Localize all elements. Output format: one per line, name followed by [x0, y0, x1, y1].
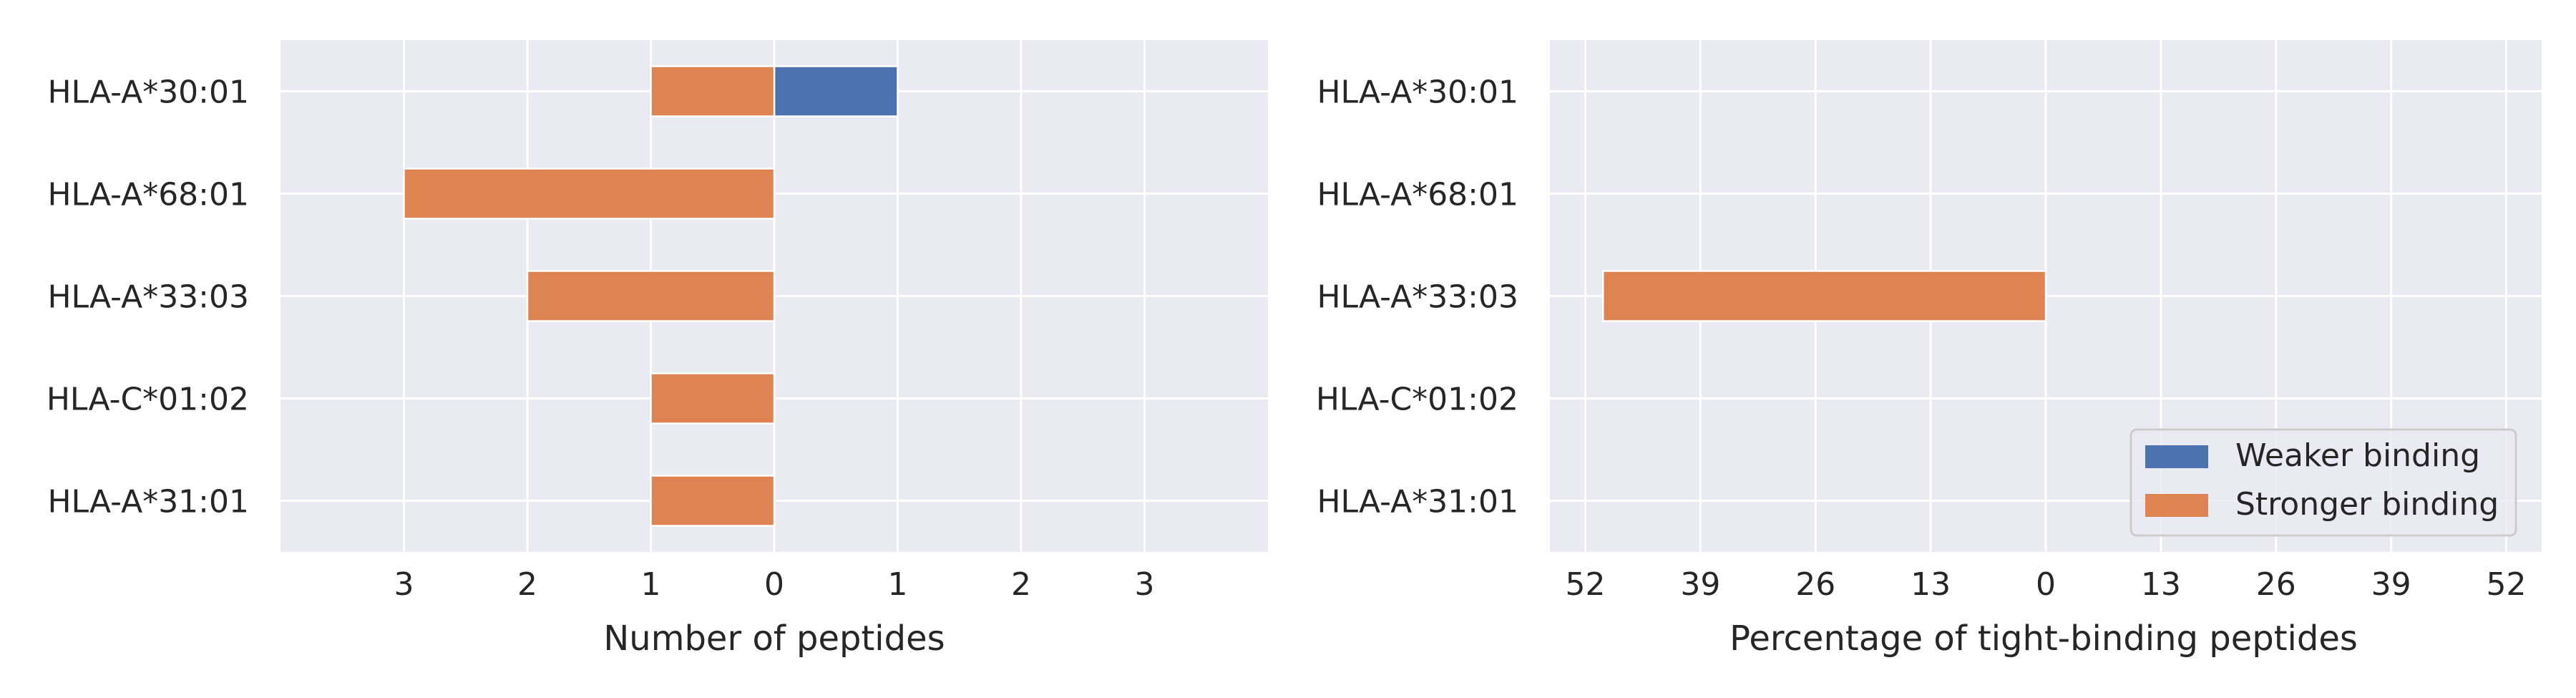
x-axis-label: Number of peptides	[603, 619, 945, 659]
x-axis-label: Percentage of tight-binding peptides	[1729, 619, 2358, 659]
y-tick-label: HLA-A*33:03	[47, 279, 249, 316]
x-tick-label: 3	[1135, 566, 1155, 603]
y-tick-label: HLA-A*68:01	[1317, 177, 1518, 213]
bar-stronger	[526, 270, 776, 322]
legend-swatch-stronger	[2145, 494, 2208, 517]
x-tick-label: 2	[517, 566, 537, 603]
y-tick-labels: HLA-A*30:01 HLA-A*68:01 HLA-A*33:03 HLA-C*0…	[47, 74, 249, 520]
y-tick-label: HLA-C*01:02	[1316, 382, 1518, 418]
y-tick-labels: HLA-A*30:01 HLA-A*68:01 HLA-A*33:03 HLA-C*0…	[1316, 74, 1518, 520]
y-tick-label: HLA-A*31:01	[1317, 484, 1518, 520]
y-tick-label: HLA-A*68:01	[47, 177, 249, 213]
x-tick-label: 26	[2256, 566, 2296, 603]
y-tick-label: HLA-A*33:03	[1317, 279, 1518, 316]
x-tick-label: 0	[764, 566, 784, 603]
legend-label-stronger: Stronger binding	[2235, 486, 2499, 523]
x-tick-label: 13	[1911, 566, 1951, 603]
x-tick-label: 39	[1680, 566, 1720, 603]
x-tick-label: 2	[1011, 566, 1031, 603]
bars	[403, 65, 899, 527]
x-tick-label: 13	[2141, 566, 2181, 603]
x-tick-labels: 3 2 1 0 1 2 3	[394, 566, 1155, 603]
bar-stronger	[1602, 270, 2047, 322]
bars	[1602, 270, 2047, 322]
x-tick-label: 39	[2371, 566, 2411, 603]
legend-label-weaker: Weaker binding	[2235, 437, 2480, 474]
legend-frame	[2129, 428, 2517, 537]
bar-stronger	[403, 168, 776, 220]
x-tick-label: 1	[641, 566, 661, 603]
bar-stronger	[650, 372, 776, 425]
x-tick-label: 26	[1795, 566, 1835, 603]
y-tick-label: HLA-A*31:01	[47, 484, 249, 520]
x-tick-label: 0	[2036, 566, 2056, 603]
x-tick-label: 3	[394, 566, 414, 603]
x-tick-label: 52	[2487, 566, 2527, 603]
chart-panel-tight-binding-percentage: HLA-A*30:01 HLA-A*68:01 HLA-A*33:03 HLA-C*0…	[1316, 40, 2542, 659]
chart-panel-peptide-count: HLA-A*30:01 HLA-A*68:01 HLA-A*33:03 HLA-C*0…	[47, 40, 1268, 659]
bar-weaker	[773, 65, 899, 117]
legend: Weaker binding Stronger binding	[2129, 428, 2517, 537]
legend-swatch-weaker	[2145, 445, 2208, 468]
y-tick-label: HLA-A*30:01	[1317, 74, 1518, 111]
y-tick-label: HLA-C*01:02	[47, 382, 249, 418]
x-tick-label: 1	[888, 566, 908, 603]
y-tick-label: HLA-A*30:01	[47, 74, 249, 111]
bar-stronger	[650, 475, 776, 527]
x-tick-labels: 52 39 26 13 0 13 26 39 52	[1566, 566, 2527, 603]
bar-stronger	[650, 65, 776, 117]
x-tick-label: 52	[1566, 566, 1606, 603]
